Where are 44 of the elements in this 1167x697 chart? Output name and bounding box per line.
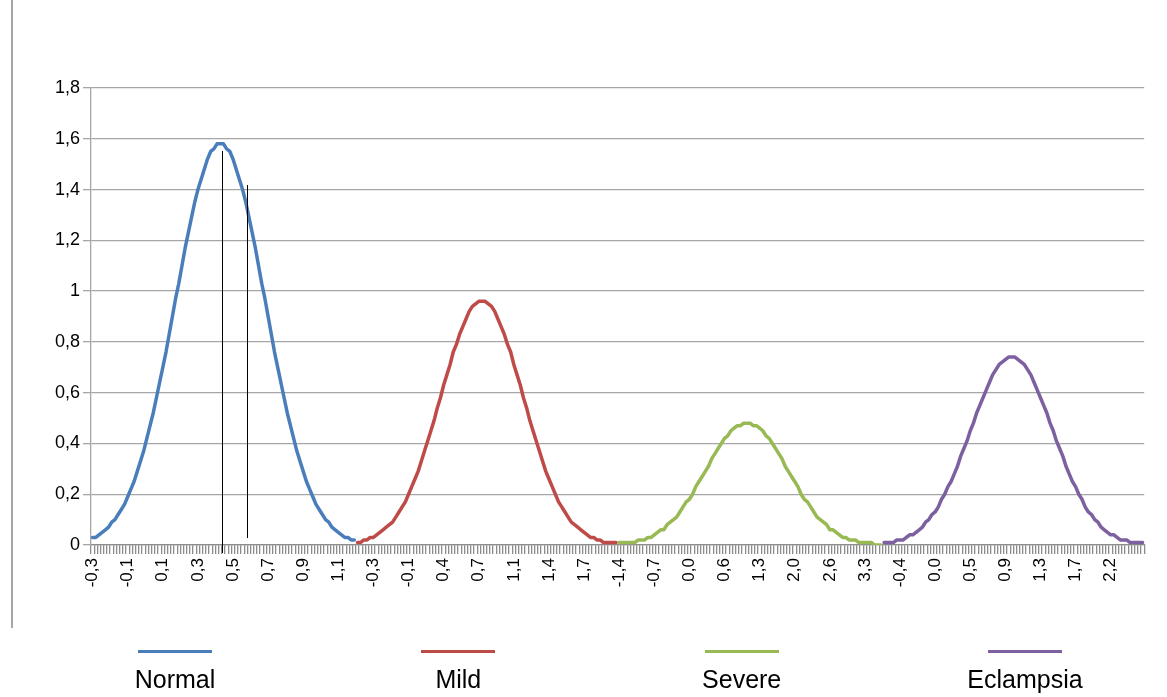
x-tick-label: 1,3 xyxy=(749,558,769,582)
x-tick-label: 0,7 xyxy=(468,558,488,582)
x-tick-label: -0,7 xyxy=(643,558,663,588)
x-tick-label: 0,9 xyxy=(995,558,1015,582)
x-tick-label: 0,1 xyxy=(152,558,172,582)
x-tick-label: -0,3 xyxy=(363,558,383,588)
x-tick-label: 1,7 xyxy=(573,558,593,582)
x-tick-label: -0,1 xyxy=(117,558,137,588)
y-tick-label: 0,6 xyxy=(54,381,80,402)
x-tick-label: 1,3 xyxy=(1030,558,1050,582)
x-tick-label: 0,3 xyxy=(187,558,207,582)
y-tick-label: 0,2 xyxy=(54,483,80,504)
legend-label: Mild xyxy=(435,665,482,693)
x-tick-label: 0,6 xyxy=(714,558,734,582)
x-tick-label: 0,4 xyxy=(433,558,453,582)
y-tick-label: 1,6 xyxy=(54,127,80,148)
x-tick-label: 2,0 xyxy=(784,558,804,582)
y-tick-label: 1,4 xyxy=(54,178,80,199)
x-tick-label: -0,1 xyxy=(398,558,418,588)
x-tick-label: 1,4 xyxy=(538,558,558,582)
y-tick-label: 1 xyxy=(69,280,80,301)
x-tick-label: 2,6 xyxy=(819,558,839,582)
x-tick-label: 0,5 xyxy=(222,558,242,582)
x-tick-label: 0,0 xyxy=(679,558,699,582)
x-tick-label: -0,3 xyxy=(82,558,102,588)
legend-label: Eclampsia xyxy=(967,665,1083,693)
x-tick-label: -1,4 xyxy=(608,558,628,588)
x-tick-label: 1,1 xyxy=(503,558,523,582)
y-tick-label: 0 xyxy=(69,533,80,554)
y-tick-label: 1,2 xyxy=(54,229,80,250)
x-tick-label: 0,7 xyxy=(257,558,277,582)
x-tick-label: -0,4 xyxy=(889,558,909,588)
x-tick-label: 2,2 xyxy=(1100,558,1120,582)
x-tick-label: 3,3 xyxy=(854,558,874,582)
legend-label: Severe xyxy=(702,665,782,693)
x-tick-label: 0,0 xyxy=(924,558,944,582)
y-tick-label: 0,4 xyxy=(54,432,80,453)
x-tick-label: 0,9 xyxy=(292,558,312,582)
legend-label: Normal xyxy=(134,665,216,693)
y-tick-label: 0,8 xyxy=(54,330,80,351)
y-tick-label: 1,8 xyxy=(54,76,80,97)
x-tick-label: 1,1 xyxy=(328,558,348,582)
x-tick-label: 0,5 xyxy=(959,558,979,582)
x-tick-label: 1,7 xyxy=(1065,558,1085,582)
